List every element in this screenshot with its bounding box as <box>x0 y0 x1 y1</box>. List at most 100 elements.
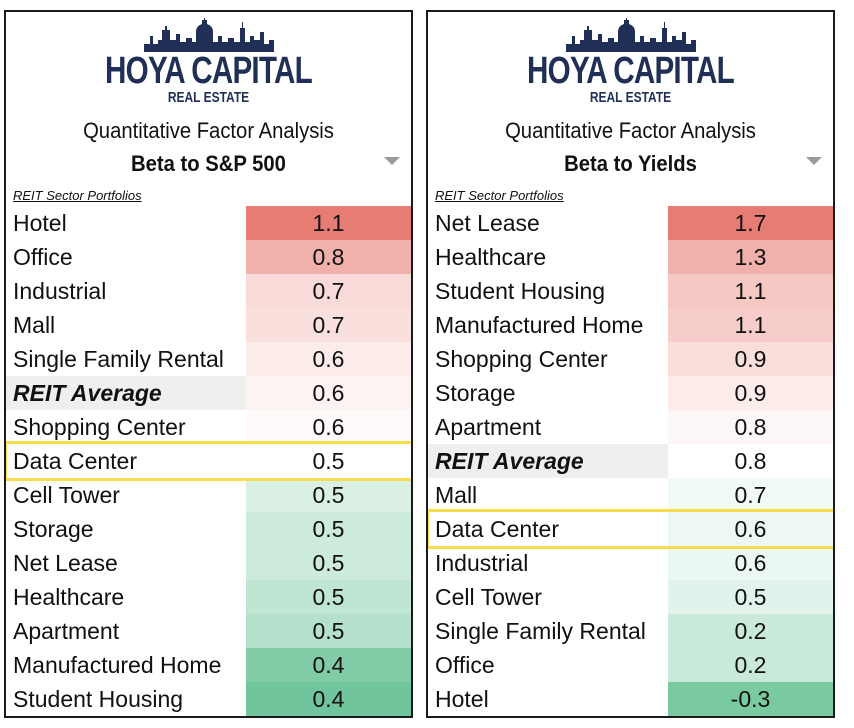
metric-dropdown-icon[interactable] <box>384 157 400 165</box>
table-row: Storage 0.5 <box>6 512 411 546</box>
table-row: Data Center 0.6 <box>428 512 833 546</box>
beta-sp500-panel: HOYA CAPITAL REAL ESTATE Quantitative Fa… <box>4 10 413 718</box>
beta-table: Hotel 1.1 Office 0.8 Industrial 0.7 Mall 0.7 Sin… <box>6 206 411 716</box>
table-row: Hotel 1.1 <box>6 206 411 240</box>
beta-table: Net Lease 1.7 Healthcare 1.3 Student Housing… <box>428 206 833 716</box>
table-row: Shopping Center 0.9 <box>428 342 833 376</box>
logo-name: HOYA CAPITAL <box>527 50 735 92</box>
sector-label: Student Housing <box>13 686 184 712</box>
table-row: Industrial 0.6 <box>428 546 833 580</box>
sector-label: REIT Average <box>428 444 668 478</box>
sector-label: Data Center <box>435 516 560 542</box>
sector-label: Shopping Center <box>13 414 186 440</box>
analysis-subtitle: Quantitative Factor Analysis <box>505 118 756 143</box>
table-row: REIT Average 0.6 <box>6 376 411 410</box>
table-row: Healthcare 1.3 <box>428 240 833 274</box>
hoya-capital-logo: HOYA CAPITAL REAL ESTATE <box>6 18 411 126</box>
beta-value: 0.9 <box>668 342 833 376</box>
table-row: Single Family Rental 0.6 <box>6 342 411 376</box>
sector-label: Apartment <box>435 414 542 440</box>
metric-title: Beta to S&P 500 <box>131 151 286 176</box>
logo-name: HOYA CAPITAL <box>105 50 313 92</box>
section-label: REIT Sector Portfolios <box>435 188 564 203</box>
sector-label: Mall <box>435 482 478 508</box>
table-row: Mall 0.7 <box>6 308 411 342</box>
table-row: Net Lease 1.7 <box>428 206 833 240</box>
sector-label: REIT Average <box>6 376 246 410</box>
beta-value: 1.1 <box>668 308 833 342</box>
metric-title: Beta to Yields <box>564 151 697 176</box>
beta-value: 0.7 <box>246 308 411 342</box>
sector-label: Cell Tower <box>13 482 120 508</box>
beta-value: 0.6 <box>668 546 833 580</box>
beta-value: 1.1 <box>246 206 411 240</box>
sector-label: Storage <box>435 380 516 406</box>
beta-value: 0.5 <box>246 478 411 512</box>
beta-value: 0.9 <box>668 376 833 410</box>
beta-value: 0.5 <box>246 580 411 614</box>
beta-value: 0.2 <box>668 614 833 648</box>
sector-label: Manufactured Home <box>13 652 222 678</box>
sector-label: Hotel <box>435 686 489 712</box>
beta-value: 1.7 <box>668 206 833 240</box>
sector-label: Healthcare <box>13 584 125 610</box>
sector-label: Apartment <box>13 618 120 644</box>
table-row: Single Family Rental 0.2 <box>428 614 833 648</box>
table-row: REIT Average 0.8 <box>428 444 833 478</box>
section-label: REIT Sector Portfolios <box>13 188 142 203</box>
beta-value: 0.8 <box>668 444 833 478</box>
table-row: Manufactured Home 0.4 <box>6 648 411 682</box>
logo-subtext: REAL ESTATE <box>589 89 672 106</box>
table-row: Office 0.2 <box>428 648 833 682</box>
logo-subtext: REAL ESTATE <box>167 89 250 106</box>
sector-label: Single Family Rental <box>13 346 224 372</box>
table-row: Healthcare 0.5 <box>6 580 411 614</box>
hoya-capital-logo: HOYA CAPITAL REAL ESTATE <box>428 18 833 126</box>
city-skyline-icon <box>143 18 274 52</box>
sector-label: Hotel <box>13 210 67 236</box>
table-row: Net Lease 0.5 <box>6 546 411 580</box>
sector-label: Storage <box>13 516 94 542</box>
sector-label: Single Family Rental <box>435 618 646 644</box>
sector-label: Mall <box>13 312 56 338</box>
table-row: Manufactured Home 1.1 <box>428 308 833 342</box>
beta-value: 0.4 <box>246 682 411 716</box>
table-row: Apartment 0.5 <box>6 614 411 648</box>
sector-label: Office <box>435 652 495 678</box>
beta-value: 0.6 <box>246 376 411 410</box>
table-row: Cell Tower 0.5 <box>428 580 833 614</box>
table-row: Student Housing 1.1 <box>428 274 833 308</box>
beta-value: 0.5 <box>246 444 411 478</box>
beta-value: 0.5 <box>246 546 411 580</box>
sector-label: Student Housing <box>435 278 606 304</box>
sector-label: Shopping Center <box>435 346 608 372</box>
sector-label: Net Lease <box>13 550 118 576</box>
beta-value: 0.6 <box>246 410 411 444</box>
beta-value: 1.3 <box>668 240 833 274</box>
table-row: Storage 0.9 <box>428 376 833 410</box>
beta-value: 0.2 <box>668 648 833 682</box>
table-row: Student Housing 0.4 <box>6 682 411 716</box>
sector-label: Data Center <box>13 448 138 474</box>
beta-value: 0.5 <box>668 580 833 614</box>
analysis-subtitle: Quantitative Factor Analysis <box>83 118 334 143</box>
table-row: Industrial 0.7 <box>6 274 411 308</box>
table-row: Mall 0.7 <box>428 478 833 512</box>
beta-value: 0.8 <box>246 240 411 274</box>
beta-value: 0.5 <box>246 512 411 546</box>
beta-yields-panel: HOYA CAPITAL REAL ESTATE Quantitative Fa… <box>426 10 835 718</box>
sector-label: Industrial <box>13 278 107 304</box>
sector-label: Healthcare <box>435 244 547 270</box>
sector-label: Manufactured Home <box>435 312 644 338</box>
metric-dropdown-icon[interactable] <box>806 157 822 165</box>
beta-value: 0.7 <box>246 274 411 308</box>
beta-value: 0.4 <box>246 648 411 682</box>
table-row: Shopping Center 0.6 <box>6 410 411 444</box>
beta-value: 0.7 <box>668 478 833 512</box>
sector-label: Industrial <box>435 550 529 576</box>
table-row: Cell Tower 0.5 <box>6 478 411 512</box>
table-row: Office 0.8 <box>6 240 411 274</box>
beta-value: -0.3 <box>668 682 833 716</box>
sector-label: Net Lease <box>435 210 540 236</box>
table-row: Hotel -0.3 <box>428 682 833 716</box>
